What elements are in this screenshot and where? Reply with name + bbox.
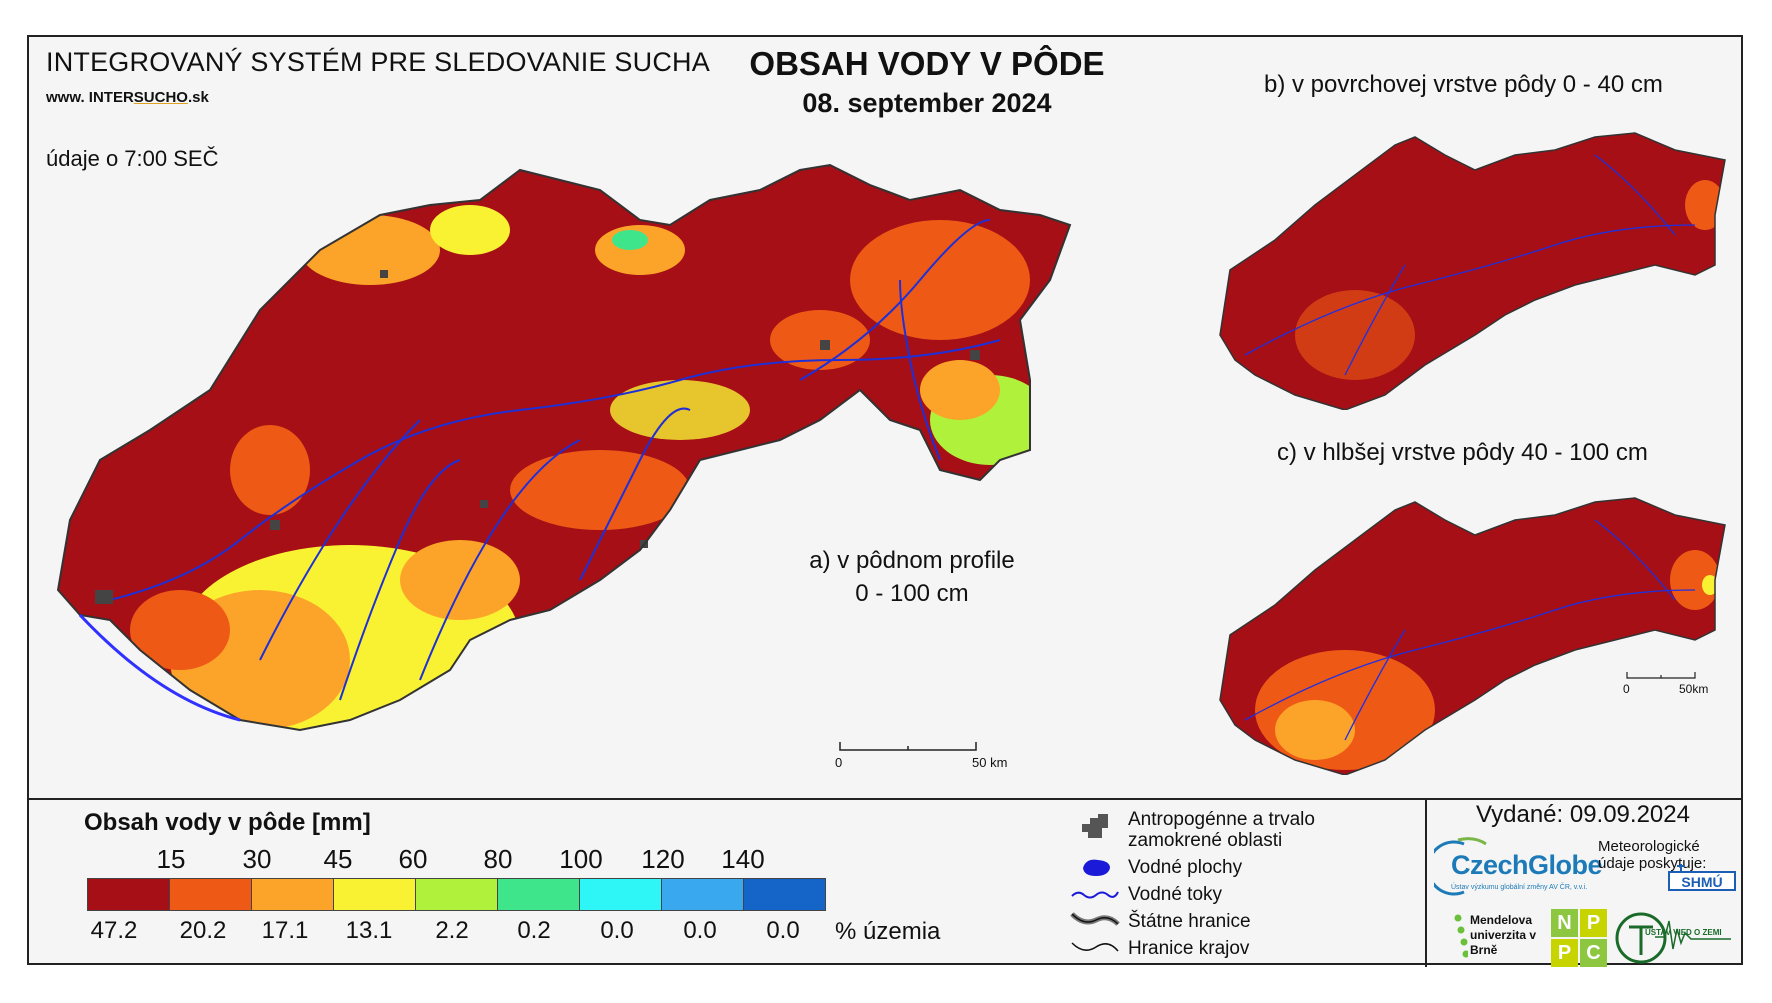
small-scale-bar — [1626, 672, 1696, 679]
issued-date: Vydané: 09.09.2024 — [1476, 801, 1690, 828]
legend-percent: 0.2 — [517, 917, 551, 944]
map-a-rivers — [109, 219, 1001, 701]
map-b-surface-layer — [1219, 132, 1726, 410]
legend-swatch — [415, 878, 498, 911]
url-prefix: www. INTER — [46, 89, 134, 106]
urban-area-icon — [1082, 814, 1108, 838]
symbol-label-river: Vodné toky — [1128, 884, 1223, 905]
map-a-fill — [58, 165, 1070, 730]
legend-swatch — [251, 878, 334, 911]
legend-swatch — [743, 878, 826, 911]
main-scale-bar — [839, 742, 977, 751]
small-scale-end: 50km — [1679, 682, 1709, 696]
water-body-icon — [1083, 859, 1110, 876]
symbol-label-water-body: Vodné plochy — [1128, 857, 1243, 878]
url-suffix: .sk — [187, 89, 209, 106]
mendel-university-logo[interactable] — [1448, 912, 1468, 962]
legend-swatch — [169, 878, 252, 911]
map-c-label: c) v hlbšej vrstve pôdy 40 - 100 cm — [1277, 439, 1648, 466]
symbol-label-urban: Antropogénne a trvalo zamokrené oblasti — [1128, 809, 1315, 851]
map-a-danube — [78, 613, 241, 722]
legend-percent: 2.2 — [435, 917, 469, 944]
map-a-label-line1: a) v pôdnom profile — [809, 547, 1015, 574]
legend-swatch — [497, 878, 580, 911]
shmu-logo[interactable]: SHMÚ — [1667, 862, 1739, 896]
symbol-label-region-border: Hranice krajov — [1128, 938, 1250, 959]
legend-swatch — [579, 878, 662, 911]
main-scale-start: 0 — [835, 755, 843, 770]
legend-swatch — [661, 878, 744, 911]
legend-threshold: 45 — [323, 844, 353, 874]
legend-threshold: 140 — [721, 844, 765, 874]
map-b-label: b) v povrchovej vrstve pôdy 0 - 40 cm — [1264, 71, 1663, 98]
legend-percent: 0.0 — [766, 917, 800, 944]
czechglobe-subtitle: Ústav výzkumu globální změny AV ČR, v.v.… — [1451, 884, 1588, 891]
map-a-label-line2: 0 - 100 cm — [855, 580, 969, 607]
legend-percent: 0.0 — [600, 917, 634, 944]
legend-threshold: 80 — [483, 844, 513, 874]
earth-science-institute-logo[interactable] — [1615, 909, 1735, 967]
legend-threshold: 60 — [398, 844, 428, 874]
legend-percent: 20.2 — [179, 917, 227, 944]
nppc-letter: N — [1551, 909, 1578, 937]
legend-swatch — [333, 878, 416, 911]
footer-divider — [1425, 798, 1427, 967]
legend-percent: 0.0 — [683, 917, 717, 944]
system-title: INTEGROVANÝ SYSTÉM PRE SLEDOVANIE SUCHA — [46, 47, 710, 77]
small-scale-start: 0 — [1623, 682, 1630, 696]
nppc-letter: P — [1580, 909, 1607, 937]
legend-swatch — [87, 878, 170, 911]
river-icon — [1071, 891, 1119, 899]
legend-threshold: 120 — [641, 844, 685, 874]
map-c-deep-layer — [1219, 497, 1726, 775]
state-border-icon — [1070, 912, 1120, 926]
mendel-university-name: Mendelova univerzita v Brně — [1470, 913, 1537, 957]
czechglobe-name: CzechGlobe — [1451, 850, 1603, 880]
url-highlight: SUCHO — [133, 89, 188, 106]
main-title: OBSAH VODY V PÔDE — [749, 45, 1105, 82]
map-a-state-border — [56, 163, 1072, 732]
legend-threshold: 100 — [559, 844, 603, 874]
nppc-logo[interactable]: N P P C — [1551, 909, 1607, 967]
data-time: údaje o 7:00 SEČ — [46, 146, 219, 171]
region-border-icon — [1071, 942, 1119, 952]
meteo-credit: Meteorologické údaje poskytuje: — [1598, 838, 1707, 872]
map-a-label: a) v pôdnom profile 0 - 100 cm — [762, 544, 1062, 610]
legend-percent: 17.1 — [261, 917, 309, 944]
map-date: 08. september 2024 — [802, 88, 1052, 118]
shmu-text: SHMÚ — [1681, 873, 1722, 890]
earth-science-institute-name: ÚSTAV VIED O ZEMI — [1645, 928, 1722, 937]
main-scale-end: 50 km — [972, 755, 1008, 770]
legend-divider — [29, 798, 1741, 800]
legend-percent-unit: % územia — [835, 918, 941, 945]
nppc-letter: C — [1580, 939, 1607, 967]
legend-percent: 47.2 — [90, 917, 138, 944]
legend-threshold: 15 — [156, 844, 186, 874]
legend-title: Obsah vody v pôde [mm] — [84, 809, 371, 836]
legend-threshold: 30 — [242, 844, 272, 874]
nppc-letter: P — [1551, 939, 1578, 967]
symbol-label-state-border: Štátne hranice — [1128, 911, 1251, 932]
legend-percent: 13.1 — [345, 917, 393, 944]
website-url[interactable]: www. INTERSUCHO.sk — [46, 89, 209, 106]
map-a-soil-profile — [56, 163, 1072, 732]
czechglobe-logo[interactable] — [1434, 836, 1594, 898]
